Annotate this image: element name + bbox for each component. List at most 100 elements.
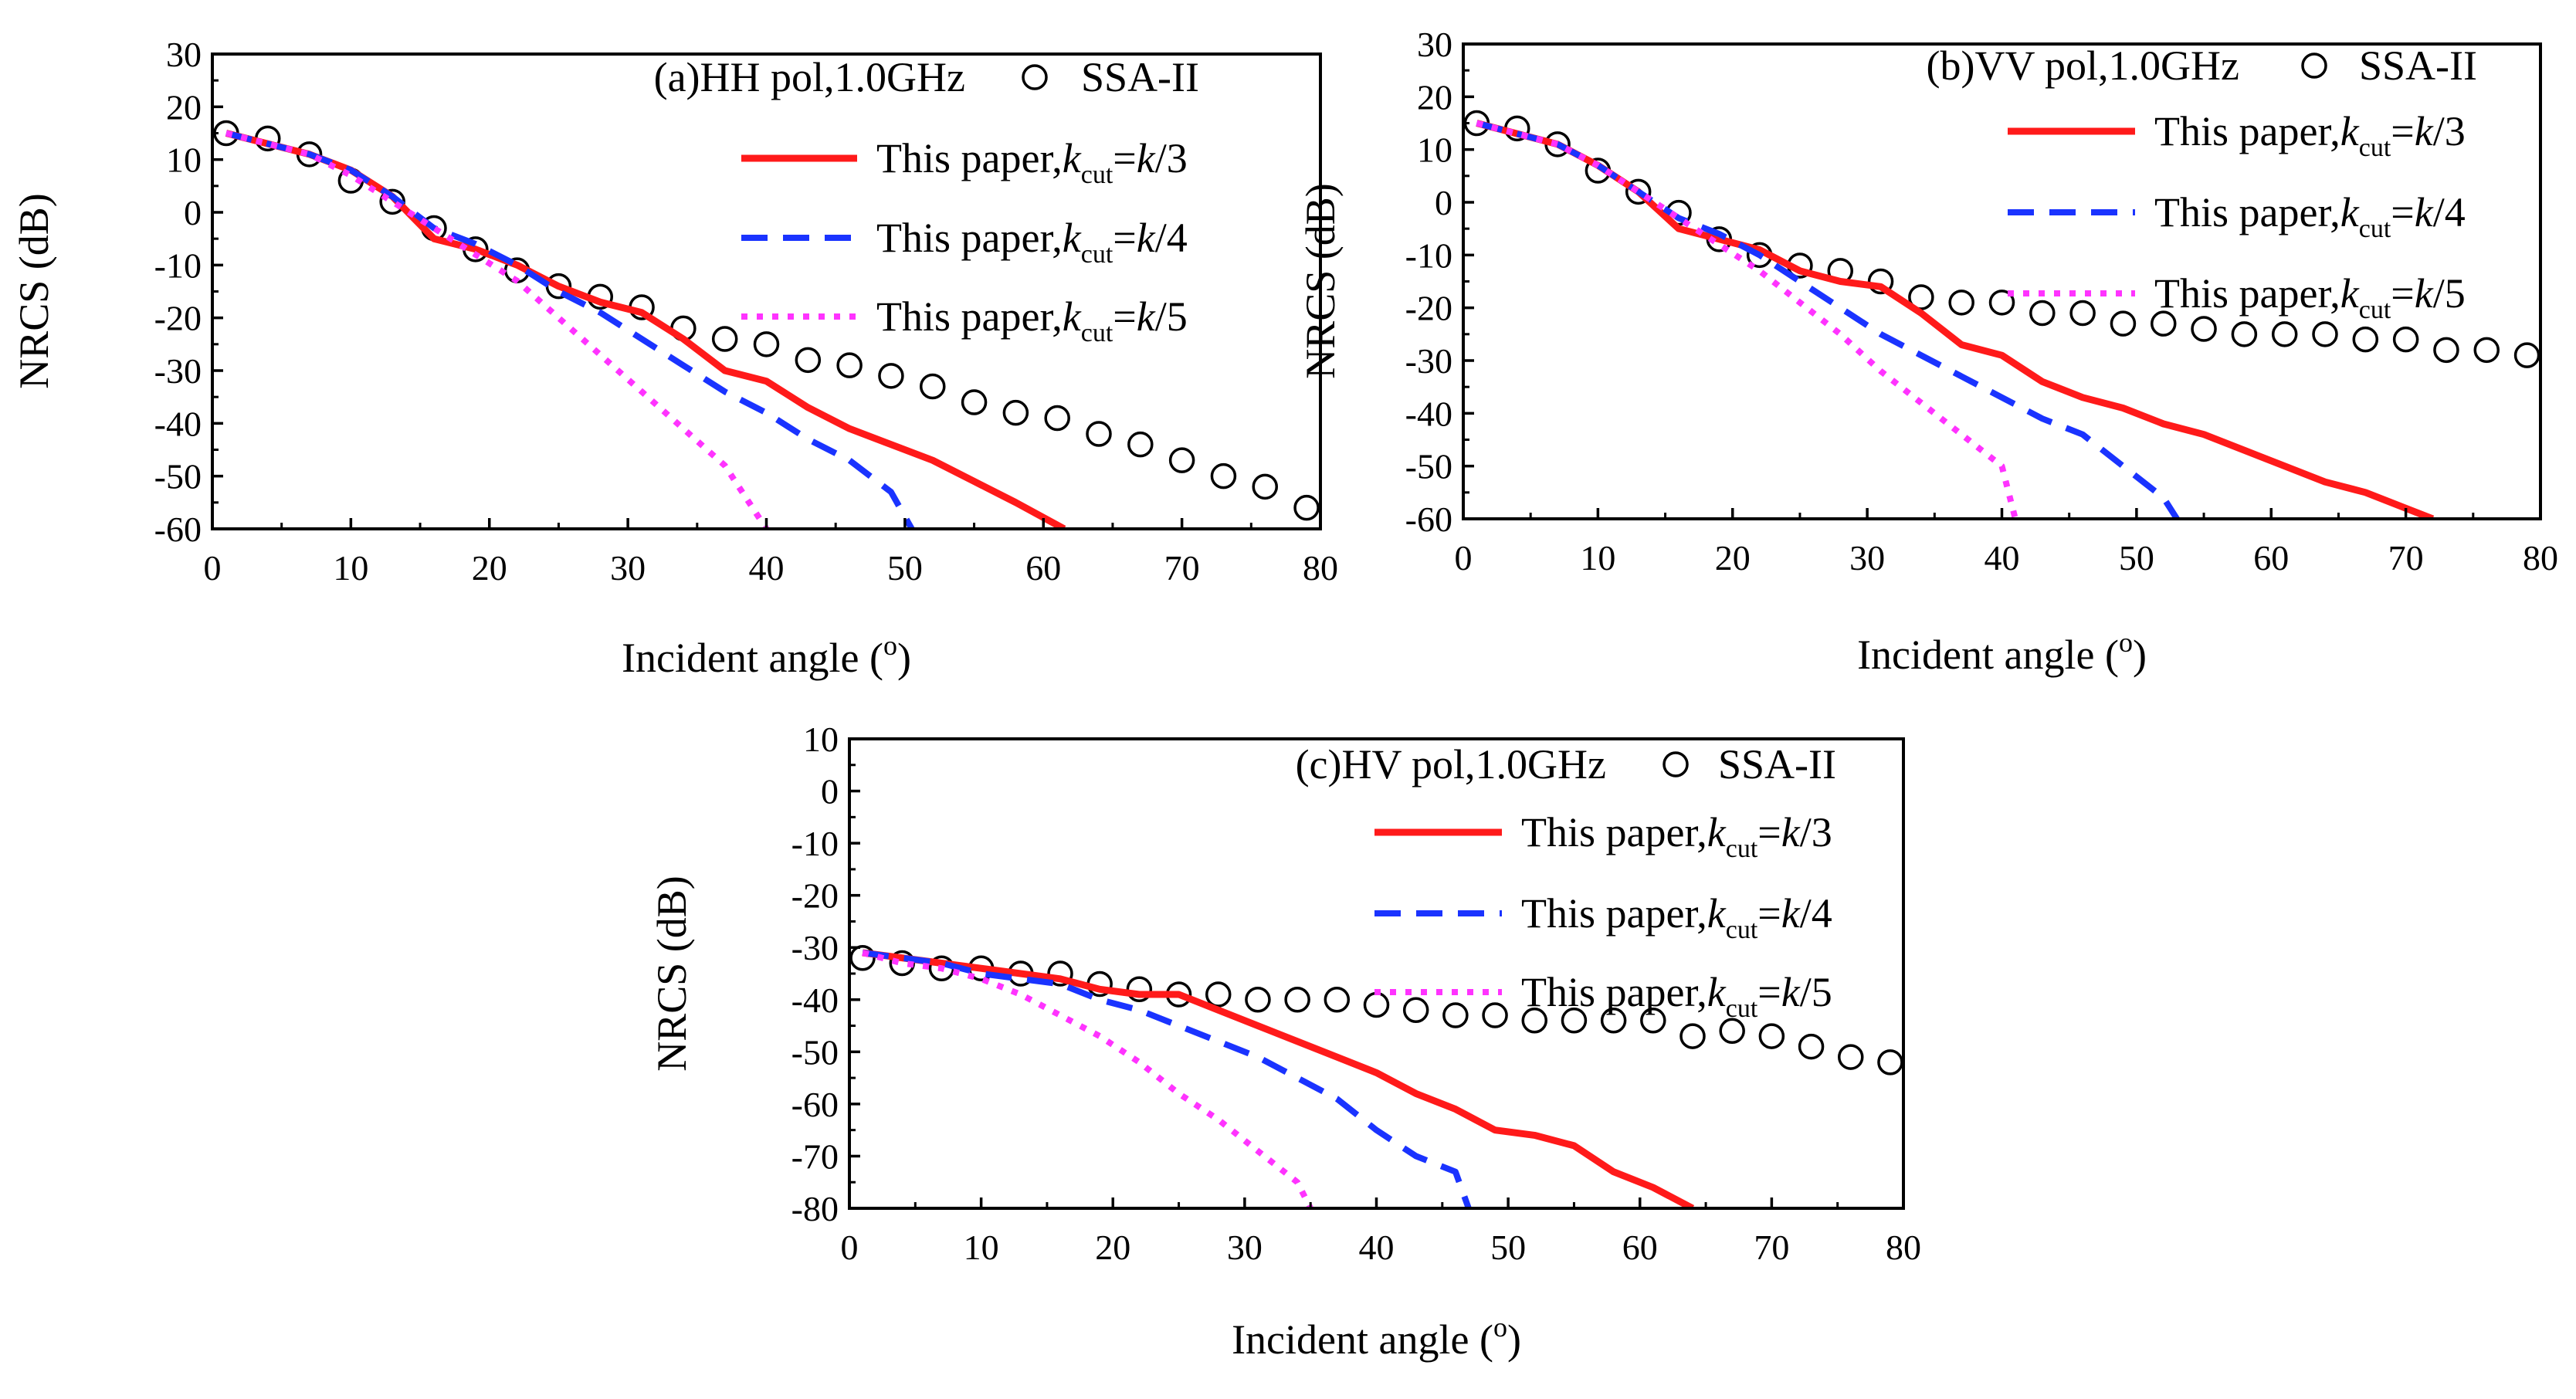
y-tick-label: -10 xyxy=(1405,235,1452,275)
y-tick-label: -30 xyxy=(1405,341,1452,381)
legend-k: k xyxy=(1707,890,1727,937)
legend-equals: = xyxy=(2391,189,2414,235)
legend-subscript-cut: cut xyxy=(1726,916,1758,944)
legend-label-text: This paper, xyxy=(1521,969,1707,1015)
legend-subscript-cut: cut xyxy=(1081,319,1113,347)
legend-fraction: /3 xyxy=(1155,135,1188,181)
data-point-ssa-ii xyxy=(2151,310,2177,337)
data-point-ssa-ii xyxy=(1363,991,1390,1018)
legend-equals: = xyxy=(2391,270,2414,317)
data-point-ssa-ii xyxy=(1324,987,1351,1013)
x-axis-label-text: Incident angle ( xyxy=(1857,632,2119,678)
data-point-ssa-ii xyxy=(2513,342,2540,368)
legend-k-value: k xyxy=(1781,969,1801,1015)
data-point-ssa-ii xyxy=(2271,321,2298,347)
x-axis-label-close: ) xyxy=(1507,1316,1521,1363)
data-point-ssa-ii xyxy=(1252,473,1278,500)
legend-equals: = xyxy=(1757,809,1781,855)
legend-k-value: k xyxy=(1137,215,1156,261)
data-point-ssa-ii xyxy=(1126,976,1153,1003)
data-point-ssa-ii xyxy=(836,352,863,378)
data-point-ssa-ii xyxy=(1044,405,1070,432)
y-tick-label: -30 xyxy=(154,351,202,391)
legend-label-ssa-ii: SSA-II xyxy=(1718,741,1836,788)
data-point-ssa-ii xyxy=(1442,1002,1469,1028)
legend-marker-circle xyxy=(1663,751,1689,777)
chart-panel-2: 0 10 20 30 40 50 60 70 80 -60 -50 -40 -30 -20 -10 0 10 20… xyxy=(1297,25,2558,678)
panel-title: (b)VV pol,1.0GHz xyxy=(1927,42,2239,89)
legend-subscript-cut: cut xyxy=(2359,296,2391,324)
legend-k: k xyxy=(1707,809,1727,855)
degree-superscript: o xyxy=(1493,1312,1507,1343)
x-axis-label: Incident angle (o) xyxy=(1857,627,2147,678)
data-point-ssa-ii xyxy=(2473,337,2500,364)
data-point-ssa-ii xyxy=(2110,310,2137,337)
x-axis-label: Incident angle (o) xyxy=(1232,1312,1521,1363)
legend-label-text: This paper, xyxy=(2154,108,2340,154)
legend-equals: = xyxy=(1113,135,1136,181)
y-axis-label: NRCS (dB) xyxy=(1297,183,1344,379)
series-line-k-4 xyxy=(225,130,915,529)
x-tick-label: 70 xyxy=(1164,548,1200,588)
data-point-ssa-ii xyxy=(1402,997,1429,1024)
x-tick-label: 80 xyxy=(1886,1228,1921,1267)
x-tick-label: 30 xyxy=(1849,538,1885,578)
legend-fraction: /4 xyxy=(1800,890,1832,937)
y-tick-label: -40 xyxy=(154,404,202,443)
plot-frame xyxy=(211,53,1322,530)
y-tick-label: 30 xyxy=(166,35,202,74)
data-point-ssa-ii xyxy=(1600,1008,1627,1034)
legend-label-text: This paper, xyxy=(2154,189,2340,235)
legend-label: This paper,kcut=k/4 xyxy=(1521,890,1832,944)
data-point-ssa-ii xyxy=(961,389,988,415)
legend-equals: = xyxy=(1757,969,1781,1015)
y-tick-label: -60 xyxy=(791,1085,839,1124)
legend-label: This paper,kcut=k/5 xyxy=(2154,270,2466,324)
data-point-ssa-ii xyxy=(1798,1033,1825,1060)
y-tick-label: -60 xyxy=(1405,500,1452,539)
legend-k: k xyxy=(1063,215,1082,261)
x-axis-label-text: Incident angle ( xyxy=(1232,1316,1493,1363)
x-axis-label-close: ) xyxy=(897,635,911,681)
series-ssa-ii xyxy=(1463,110,2540,368)
x-tick-label: 50 xyxy=(1490,1228,1526,1267)
legend-subscript-cut: cut xyxy=(1726,994,1758,1023)
data-point-ssa-ii xyxy=(1561,1008,1588,1034)
x-tick-label: 60 xyxy=(2253,538,2289,578)
x-axis-label: Incident angle (o) xyxy=(622,630,911,681)
x-tick-label: 80 xyxy=(1303,548,1338,588)
x-tick-label: 40 xyxy=(749,548,785,588)
legend-fraction: /3 xyxy=(2433,108,2466,154)
y-tick-label: 0 xyxy=(1435,183,1452,222)
data-point-ssa-ii xyxy=(1047,960,1073,987)
data-point-ssa-ii xyxy=(1086,421,1112,447)
data-point-ssa-ii xyxy=(1838,1044,1864,1070)
data-point-ssa-ii xyxy=(1679,1023,1706,1049)
x-tick-label: 30 xyxy=(1227,1228,1263,1267)
legend-fraction: /3 xyxy=(1800,809,1832,855)
x-tick-label: 20 xyxy=(472,548,507,588)
data-point-ssa-ii xyxy=(1210,462,1237,489)
x-tick-label: 70 xyxy=(1754,1228,1789,1267)
legend-k: k xyxy=(1063,293,1082,340)
x-tick-label: 0 xyxy=(1455,538,1473,578)
data-point-ssa-ii xyxy=(2352,326,2379,353)
x-tick-label: 40 xyxy=(1985,538,2020,578)
data-point-ssa-ii xyxy=(2231,321,2258,347)
legend-subscript-cut: cut xyxy=(1081,161,1113,189)
degree-superscript: o xyxy=(883,630,897,661)
chart-panel-3: 0 10 20 30 40 50 60 70 80 -80 -70 -60 -50 -40 -30 -20 -1… xyxy=(649,720,1921,1363)
legend-label: This paper,kcut=k/4 xyxy=(876,215,1188,269)
legend-fraction: /5 xyxy=(1800,969,1832,1015)
legend-k: k xyxy=(2340,270,2360,317)
series-line-k-4 xyxy=(862,950,1472,1208)
data-point-ssa-ii xyxy=(1482,1002,1508,1028)
data-point-ssa-ii xyxy=(920,373,946,400)
plot-frame xyxy=(1462,42,2542,520)
plot-area xyxy=(1463,110,2540,519)
legend-label-text: This paper, xyxy=(876,215,1063,261)
legend-subscript-cut: cut xyxy=(2359,134,2391,162)
plot-area xyxy=(849,944,1903,1208)
data-point-ssa-ii xyxy=(1625,178,1652,205)
